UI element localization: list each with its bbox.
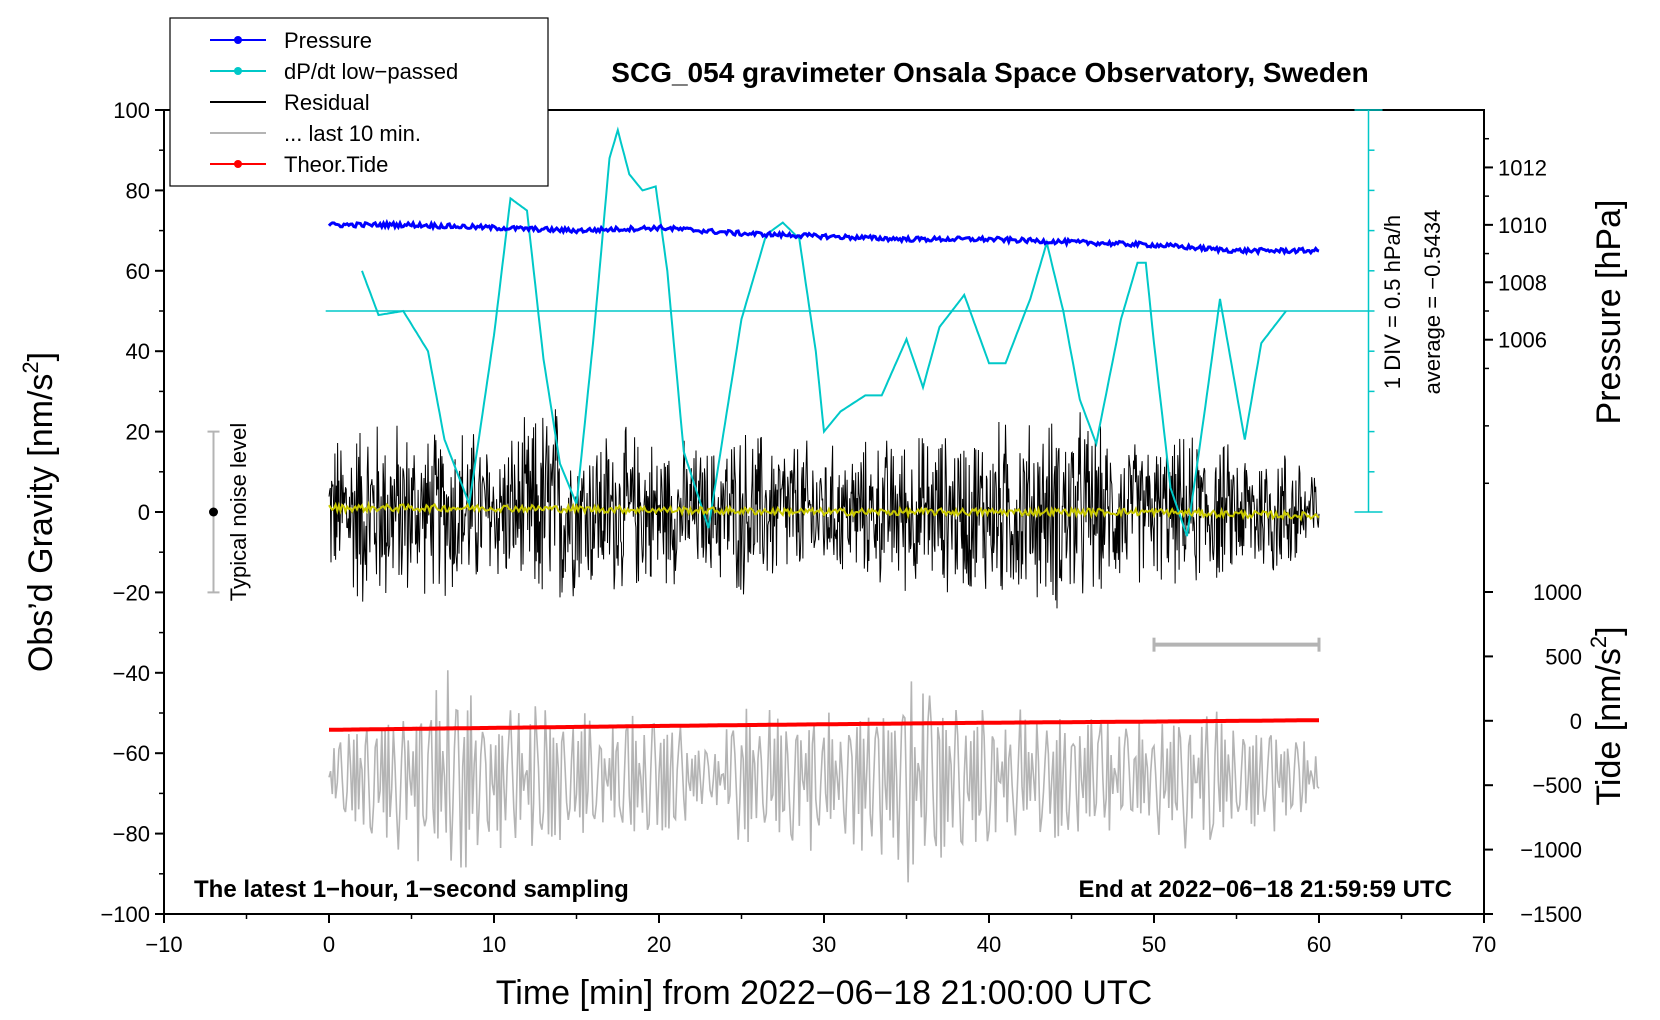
y-tick-label: −100 xyxy=(100,902,150,927)
y-tick-label: −20 xyxy=(113,580,150,605)
x-tick-label: 40 xyxy=(977,932,1001,957)
legend-marker-0 xyxy=(234,36,242,44)
x-tick-label: −10 xyxy=(145,932,182,957)
y-tick-label: 80 xyxy=(126,178,150,203)
x-tick-label: 50 xyxy=(1142,932,1166,957)
y-axis-title-pressure: Pressure [hPa] xyxy=(1590,200,1628,425)
residual-line xyxy=(328,409,1320,609)
legend-label-1: dP/dt low−passed xyxy=(284,59,458,84)
y-tick-label: 100 xyxy=(113,98,150,123)
pressure-tick-label: 1012 xyxy=(1498,155,1547,180)
x-tick-label: 30 xyxy=(812,932,836,957)
series-layer xyxy=(325,126,1369,883)
dpdt-scale-bar xyxy=(1354,109,1383,513)
y-tick-label: 0 xyxy=(138,500,150,525)
legend-label-4: Theor.Tide xyxy=(284,152,388,177)
legend-marker-1 xyxy=(234,67,242,75)
legend-label-3: ... last 10 min. xyxy=(284,121,421,146)
x-axis-ticks: −10 0 10 20 30 40 50 60 70 xyxy=(145,914,1496,957)
x-tick-label: 70 xyxy=(1472,932,1496,957)
y-tick-label: 40 xyxy=(126,339,150,364)
y-axis-title-left: Obs’d Gravity [nm/s2] xyxy=(18,352,60,672)
chart-title: SCG_054 gravimeter Onsala Space Observat… xyxy=(611,57,1368,88)
x-tick-label: 10 xyxy=(482,932,506,957)
pressure-tick-label: 1008 xyxy=(1498,270,1547,295)
tide-tick-label: −1000 xyxy=(1520,838,1582,863)
div-label: 1 DIV = 0.5 hPa/h xyxy=(1380,215,1405,389)
pressure-line xyxy=(327,218,1320,257)
y-axis-title-tide: Tide [nm/s2] xyxy=(1586,626,1628,805)
pressure-tick-label: 1006 xyxy=(1498,328,1547,353)
tide-line xyxy=(329,718,1319,732)
noise-bar-dot xyxy=(209,507,218,517)
last-10-min-bar xyxy=(1152,637,1321,652)
legend-label-2: Residual xyxy=(284,90,370,115)
y-tick-label: −60 xyxy=(113,741,150,766)
tide-tick-label: 0 xyxy=(1570,709,1582,734)
x-axis-title: Time [min] from 2022−06−18 21:00:00 UTC xyxy=(496,974,1152,1012)
legend: Pressure dP/dt low−passed Residual ... last… xyxy=(169,17,549,187)
x-tick-label: 60 xyxy=(1307,932,1331,957)
tide-tick-label: 500 xyxy=(1545,644,1582,669)
pressure-axis-ticks: 1012 1010 1008 1006 xyxy=(1484,137,1547,485)
y-tick-label: 60 xyxy=(126,259,150,284)
y-axis-left-ticks: 100 80 60 40 20 0 −20 −40 −60 −80 −100 xyxy=(100,98,164,927)
y-tick-label: −80 xyxy=(113,822,150,847)
y-tick-label: −40 xyxy=(113,661,150,686)
x-tick-label: 0 xyxy=(323,932,335,957)
average-label: average = −0.5434 xyxy=(1420,210,1445,395)
y-tick-label: 20 xyxy=(126,420,150,445)
tide-tick-label: 1000 xyxy=(1533,580,1582,605)
annotation-latest-hour: The latest 1−hour, 1−second sampling xyxy=(194,876,629,903)
dpdt-line xyxy=(361,126,1287,537)
annotation-end-time: End at 2022−06−18 21:59:59 UTC xyxy=(1078,876,1452,903)
residual-smoothed-line xyxy=(328,500,1320,522)
legend-marker-4 xyxy=(234,160,242,168)
tide-tick-label: −500 xyxy=(1532,773,1582,798)
tide-axis-ticks: 1000 500 0 −500 −1000 −1500 xyxy=(1484,580,1582,927)
legend-label-0: Pressure xyxy=(284,28,372,53)
tide-tick-label: −1500 xyxy=(1520,902,1582,927)
pressure-tick-label: 1010 xyxy=(1498,213,1547,238)
x-tick-label: 20 xyxy=(647,932,671,957)
noise-level-bar xyxy=(207,430,220,594)
last-10-min-line xyxy=(328,670,1320,883)
noise-label: Typical noise level xyxy=(226,423,251,602)
